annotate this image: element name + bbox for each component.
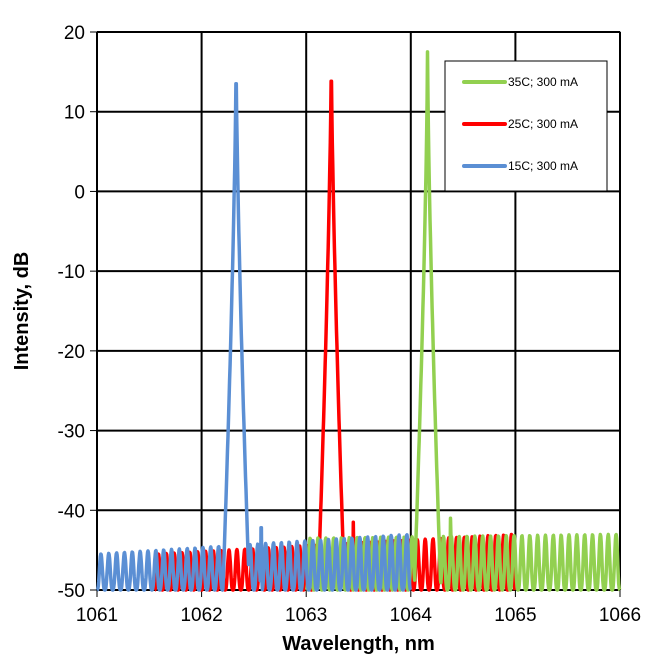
legend-label: 15C; 300 mA	[508, 159, 578, 173]
legend-label: 25C; 300 mA	[508, 117, 578, 131]
x-tick-label: 1066	[599, 605, 641, 626]
x-axis-title: Wavelength, nm	[282, 633, 435, 655]
x-tick-label: 1064	[390, 605, 433, 626]
y-axis-title: Intensity, dB	[11, 252, 33, 371]
y-tick-label: 0	[74, 182, 85, 203]
legend-label: 35C; 300 mA	[508, 75, 578, 89]
x-tick-label: 1065	[494, 605, 536, 626]
x-tick-label: 1061	[76, 605, 118, 626]
y-tick-label: 10	[64, 103, 85, 124]
y-tick-label: 20	[64, 23, 85, 44]
series-line-15c-300-ma	[95, 81, 413, 592]
y-tick-label: -40	[58, 501, 85, 522]
series-line-25c-300-ma	[153, 79, 517, 592]
x-tick-label: 1062	[180, 605, 222, 626]
y-tick-label: -30	[58, 422, 85, 443]
y-tick-label: -50	[58, 581, 85, 602]
y-tick-label: -10	[58, 262, 85, 283]
y-tick-label: -20	[58, 342, 85, 363]
x-tick-label: 1063	[285, 605, 327, 626]
